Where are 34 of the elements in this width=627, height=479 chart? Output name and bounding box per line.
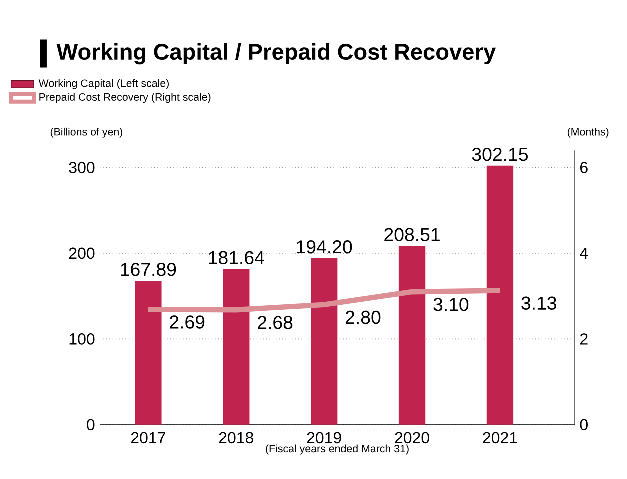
bar (310, 258, 338, 425)
bar (398, 246, 426, 425)
y-tick-label: 300 (69, 162, 95, 174)
data-label: 3.10 (434, 298, 469, 312)
y2-axis-title: (Months) (568, 128, 609, 138)
y2-tick-label: 4 (580, 248, 588, 260)
x-tick-label: 2017 (131, 432, 166, 444)
data-label: 2.69 (170, 316, 205, 329)
x-axis-title: (Fiscal years ended March 31) (266, 444, 409, 455)
y2-tick-label: 2 (580, 334, 588, 345)
bar (223, 269, 250, 425)
x-tick-label: 2021 (483, 432, 518, 444)
y-tick-label: 100 (70, 334, 95, 345)
data-label: 167.89 (121, 263, 176, 276)
y-tick-label: 0 (87, 419, 95, 431)
chart-title: Working Capital / Prepaid Cost Recovery (56, 43, 496, 65)
data-label: 181.64 (209, 251, 264, 265)
data-label: 2.80 (346, 310, 381, 324)
data-label: 194.20 (297, 240, 352, 254)
x-tick-label: 2018 (219, 432, 254, 444)
x-tick-label: 2020 (395, 432, 430, 444)
data-label: 3.13 (522, 296, 556, 310)
x-tick-label: 2019 (307, 432, 342, 444)
data-label: 2.68 (258, 316, 293, 330)
y-tick-label: 200 (69, 248, 95, 260)
y2-tick-label: 0 (580, 419, 588, 431)
y2-tick-label: 6 (580, 162, 588, 174)
legend-label: Prepaid Cost Recovery (Right scale) (40, 93, 211, 104)
bar (135, 281, 162, 425)
bar (486, 166, 514, 425)
y-axis-title: (Billions of yen) (50, 128, 123, 138)
legend-label: Working Capital (Left scale) (38, 79, 169, 90)
data-label: 302.15 (472, 148, 528, 162)
data-label: 208.51 (384, 228, 440, 242)
